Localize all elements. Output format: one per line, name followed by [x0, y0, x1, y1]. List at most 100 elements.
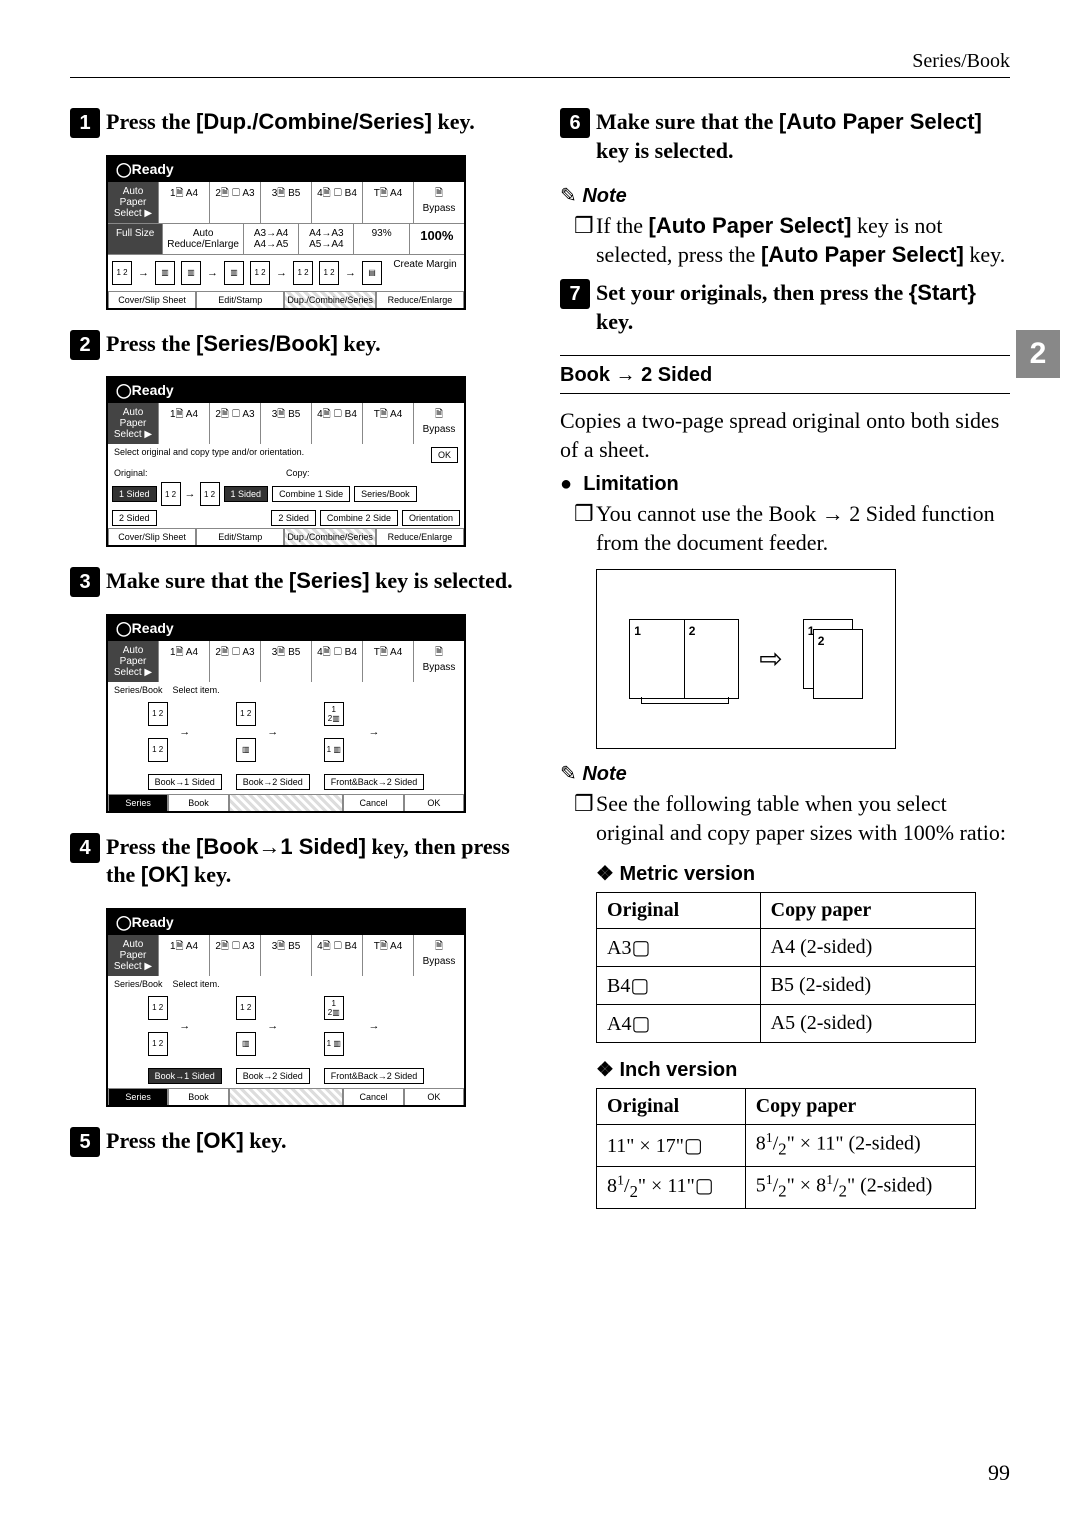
lcd-tab: Dup./Combine/Series — [284, 528, 376, 545]
lcd-paper: 1🗎 A4 — [159, 182, 210, 223]
step-text: Press the — [106, 109, 196, 134]
lcd-bypass: 🗎 Bypass — [414, 641, 464, 682]
book-icon: 1 2 — [236, 702, 256, 726]
page-icon: 1 2 — [148, 738, 168, 762]
lcd-paper: 2🗎 ▢ A3 — [210, 935, 261, 976]
lcd-paper: 3🗎 B5 — [261, 403, 312, 444]
note-heading: Note — [560, 761, 1010, 786]
limitation-heading: Limitation — [560, 473, 1010, 496]
lcd-paper: 1🗎 A4 — [159, 403, 210, 444]
lcd-label: Original: — [114, 468, 286, 478]
lcd-btn: Front&Back→2 Sided — [324, 774, 425, 790]
step-text: Press the — [106, 834, 196, 859]
lcd-label: Select item. — [173, 979, 220, 989]
step-number-icon: 5 — [70, 1127, 100, 1157]
dup-icon: 1 2 — [200, 482, 220, 506]
step-2: 2 Press the [Series/Book] key. — [70, 330, 520, 359]
step-7: 7 Set your originals, then press the {St… — [560, 279, 1010, 336]
lcd-label: Series/Book — [114, 979, 163, 989]
step-number-icon: 6 — [560, 108, 590, 138]
page-stack-icon: 1 2 — [803, 619, 863, 699]
lcd-tab: Reduce/Enlarge — [376, 528, 464, 545]
lcd-tab: OK — [404, 794, 464, 811]
key-label: [Series/Book] — [196, 331, 338, 356]
lcd-ready: ◯Ready — [108, 616, 464, 641]
step-text: key is selected. — [596, 138, 733, 163]
lcd-label: Copy: — [286, 468, 458, 478]
step-number-icon: 2 — [70, 330, 100, 360]
step-text: key. — [188, 862, 231, 887]
page-header: Series/Book — [70, 50, 1010, 78]
step-text: Make sure that the — [596, 109, 779, 134]
step-4: 4 Press the [Book→1 Sided] key, then pre… — [70, 833, 520, 890]
page-icon: 1 2 — [148, 1032, 168, 1056]
dup-icon: 1 2 — [293, 261, 313, 285]
lcd-auto-paper: Auto Paper Select ▶ — [108, 641, 159, 682]
dup-icon: ▥ — [224, 261, 244, 285]
lcd-paper: 2🗎 ▢ A3 — [210, 403, 261, 444]
lcd-tab: Cancel — [343, 1088, 403, 1105]
inch-table: OriginalCopy paper 11" × 17"▢81/2" × 11"… — [596, 1088, 976, 1209]
dup-icon: 1 ▥ — [324, 738, 344, 762]
lcd-label: Select original and copy type and/or ori… — [114, 447, 304, 463]
table-header: Original — [597, 893, 761, 929]
lcd-btn: 2 Sided — [112, 510, 157, 526]
lcd-btn: Combine 1 Side — [272, 486, 350, 502]
note-heading: Note — [560, 183, 1010, 208]
step-number-icon: 1 — [70, 108, 100, 138]
table-header: Copy paper — [760, 893, 975, 929]
lcd-btn: Combine 2 Side — [320, 510, 398, 526]
step-text: key. — [244, 1128, 287, 1153]
dup-icon: ▥ — [155, 261, 175, 285]
key-label: [Book→1 Sided] — [196, 834, 366, 859]
lcd-screenshot: ◯Ready Auto Paper Select ▶ 1🗎 A4 2🗎 ▢ A3… — [106, 155, 466, 310]
dup-icon: ▥ — [236, 1032, 256, 1056]
lcd-tab: Reduce/Enlarge — [376, 291, 464, 308]
right-column: 6 Make sure that the [Auto Paper Select]… — [560, 108, 1010, 1209]
lcd-tab: Cover/Slip Sheet — [108, 528, 196, 545]
step-number-icon: 7 — [560, 279, 590, 309]
lcd-ratio: 93% — [354, 224, 409, 254]
step-5: 5 Press the [OK] key. — [70, 1127, 520, 1156]
metric-table: OriginalCopy paper A3▢A4 (2-sided) B4▢B5… — [596, 892, 976, 1043]
lcd-paper: 2🗎 ▢ A3 — [210, 182, 261, 223]
lcd-tab: OK — [404, 1088, 464, 1105]
lcd-paper: 3🗎 B5 — [261, 935, 312, 976]
step-6: 6 Make sure that the [Auto Paper Select]… — [560, 108, 1010, 165]
step-text: key. — [596, 309, 633, 334]
lcd-btn: Series/Book — [354, 486, 417, 502]
lcd-paper: 3🗎 B5 — [261, 641, 312, 682]
lcd-btn: 1 Sided — [224, 486, 269, 502]
lcd-btn: Front&Back→2 Sided — [324, 1068, 425, 1084]
table-row: A4▢A5 (2-sided) — [597, 1005, 976, 1043]
lcd-auto-paper: Auto Paper Select ▶ — [108, 403, 159, 444]
table-row: 81/2" × 11"▢51/2" × 81/2" (2-sided) — [597, 1166, 976, 1208]
lcd-fullsize: Full Size — [108, 224, 163, 254]
lcd-btn: Book→2 Sided — [236, 1068, 310, 1084]
lcd-btn: Book→2 Sided — [236, 774, 310, 790]
lcd-bypass: 🗎 Bypass — [414, 935, 464, 976]
step-text: key is selected. — [370, 568, 513, 593]
step-text: Press the — [106, 331, 196, 356]
dup-icon: 1 2 — [161, 482, 181, 506]
lcd-bypass: 🗎 Bypass — [414, 182, 464, 223]
book-icon: 1 2 — [236, 996, 256, 1020]
key-label: [Series] — [289, 568, 370, 593]
lcd-btn: Orientation — [402, 510, 460, 526]
table-row: A3▢A4 (2-sided) — [597, 929, 976, 967]
lcd-tab: Dup./Combine/Series — [284, 291, 376, 308]
section-intro: Copies a two-page spread original onto b… — [560, 406, 1010, 465]
lcd-auto-paper: Auto Paper Select ▶ — [108, 935, 159, 976]
lcd-screenshot: ◯Ready Auto Paper Select ▶ 1🗎 A4 2🗎 ▢ A3… — [106, 614, 466, 813]
lcd-paper: 2🗎 ▢ A3 — [210, 641, 261, 682]
lcd-ratio: A4→A3 A5→A4 — [299, 224, 354, 254]
lcd-tab: Series — [108, 1088, 168, 1105]
lcd-paper: T🗎 A4 — [363, 182, 414, 223]
side-tab: 2 — [1016, 330, 1060, 378]
lcd-paper: T🗎 A4 — [363, 403, 414, 444]
key-label: [Dup./Combine/Series] — [196, 109, 432, 134]
dup-icon: 1 2 — [250, 261, 270, 285]
lcd-screenshot: ◯Ready Auto Paper Select ▶ 1🗎 A4 2🗎 ▢ A3… — [106, 376, 466, 547]
key-label: [Auto Paper Select] — [779, 109, 982, 134]
dup-icon: 1 2 — [319, 261, 339, 285]
